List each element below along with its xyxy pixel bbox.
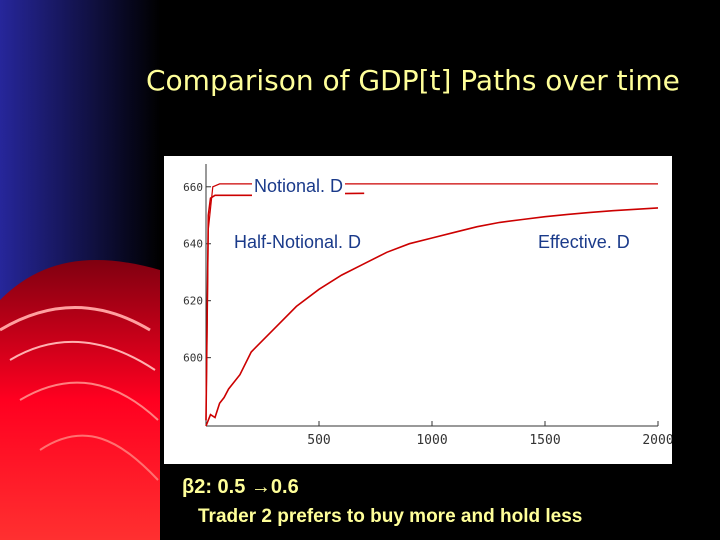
y-tick-label: 640: [183, 238, 203, 251]
red-swoosh-highlight: [0, 306, 151, 332]
beta-parameter-text: β2: 0.5 →0.6: [182, 476, 299, 498]
x-tick-label: 2000: [642, 433, 672, 448]
slide-decoration: [0, 0, 160, 540]
label-half-notional-d: Half-Notional. D: [232, 232, 364, 253]
series-effective-d: [205, 207, 659, 427]
trader-note-text: Trader 2 prefers to buy more and hold le…: [198, 506, 583, 527]
label-notional-d: Notional. D: [252, 176, 346, 197]
red-swoosh-highlight-2: [9, 340, 156, 371]
red-swoosh: [0, 260, 160, 540]
y-tick-label: 600: [183, 352, 203, 365]
label-effective-d: Effective. D: [536, 232, 632, 253]
x-tick-label: 1500: [529, 433, 560, 448]
gdp-line-chart: 600 620 640 660 500 1000 1500 2000: [183, 164, 672, 448]
x-tick-label: 1000: [416, 433, 447, 448]
series-half-notional-d: [205, 183, 658, 421]
x-tick-label: 500: [307, 433, 330, 448]
series-notional-d: [205, 192, 365, 421]
y-tick-label: 620: [183, 295, 203, 308]
y-tick-label: 660: [183, 181, 203, 194]
red-swoosh-highlight-4: [39, 434, 159, 481]
red-swoosh-highlight-3: [19, 381, 159, 421]
chart-panel: 600 620 640 660 500 1000 1500 2000 Notional. D …: [164, 156, 672, 464]
slide-title: Comparison of GDP[t] Paths over time: [146, 64, 680, 97]
